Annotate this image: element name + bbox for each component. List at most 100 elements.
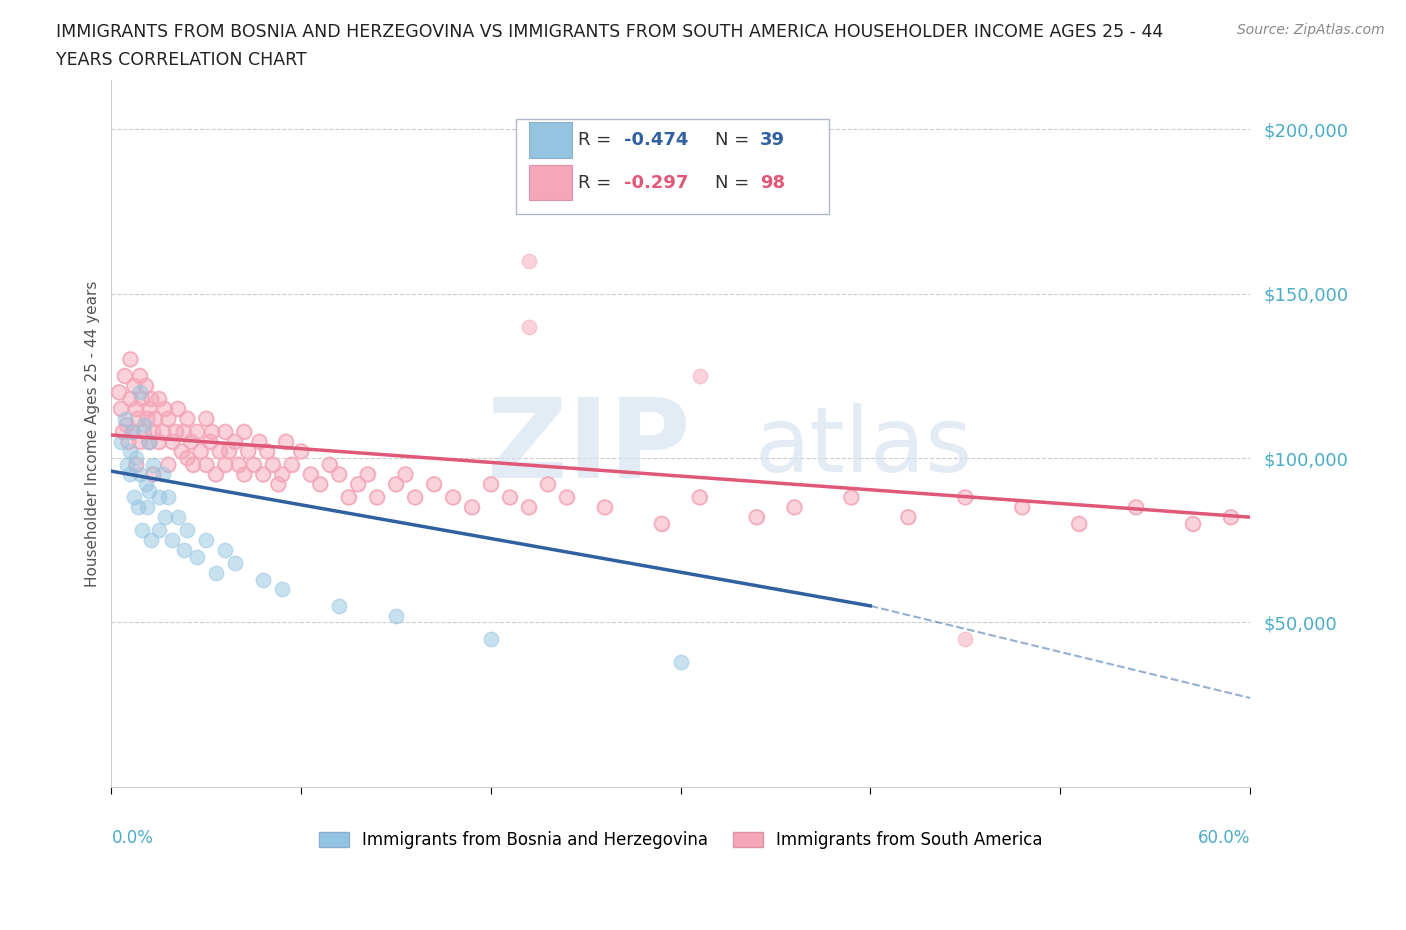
Point bbox=[148, 490, 170, 505]
Point bbox=[689, 368, 711, 383]
Point bbox=[127, 411, 149, 426]
Point bbox=[309, 477, 332, 492]
Point bbox=[132, 424, 155, 439]
Point bbox=[152, 424, 174, 439]
Point bbox=[1011, 499, 1033, 514]
Point bbox=[190, 444, 212, 458]
Point bbox=[593, 499, 616, 514]
Point bbox=[166, 401, 188, 416]
Point bbox=[271, 467, 294, 482]
Point bbox=[120, 467, 142, 482]
Point bbox=[252, 467, 274, 482]
Point bbox=[125, 401, 148, 416]
Point bbox=[173, 424, 195, 439]
Point bbox=[128, 467, 150, 482]
Point bbox=[385, 477, 408, 492]
Point bbox=[224, 434, 246, 449]
Point bbox=[142, 458, 165, 472]
Point bbox=[328, 467, 350, 482]
Point bbox=[160, 434, 183, 449]
Point bbox=[228, 458, 250, 472]
Point bbox=[394, 467, 416, 482]
Point bbox=[280, 458, 302, 472]
Point bbox=[138, 401, 160, 416]
Point bbox=[117, 434, 139, 449]
Point bbox=[385, 477, 408, 492]
Point bbox=[1181, 516, 1204, 531]
Point bbox=[669, 655, 692, 670]
Point bbox=[247, 434, 270, 449]
Point bbox=[441, 490, 464, 505]
Point bbox=[897, 510, 920, 525]
Point bbox=[195, 458, 218, 472]
Point bbox=[121, 424, 143, 439]
Point bbox=[242, 458, 264, 472]
Point bbox=[148, 523, 170, 538]
Point bbox=[115, 418, 138, 432]
Point bbox=[195, 411, 218, 426]
Point bbox=[152, 424, 174, 439]
Point bbox=[157, 458, 180, 472]
Point bbox=[517, 499, 540, 514]
Point bbox=[441, 490, 464, 505]
Point bbox=[108, 385, 131, 400]
Point bbox=[499, 490, 522, 505]
Point bbox=[153, 401, 176, 416]
Point bbox=[783, 499, 806, 514]
Point bbox=[208, 444, 231, 458]
Text: -0.297: -0.297 bbox=[624, 174, 688, 192]
Point bbox=[233, 424, 256, 439]
Point bbox=[356, 467, 378, 482]
Point bbox=[233, 424, 256, 439]
Text: IMMIGRANTS FROM BOSNIA AND HERZEGOVINA VS IMMIGRANTS FROM SOUTH AMERICA HOUSEHOL: IMMIGRANTS FROM BOSNIA AND HERZEGOVINA V… bbox=[56, 23, 1164, 41]
Point bbox=[204, 467, 226, 482]
Point bbox=[1181, 516, 1204, 531]
Point bbox=[1067, 516, 1090, 531]
Point bbox=[138, 434, 160, 449]
Point bbox=[138, 434, 160, 449]
Text: YEARS CORRELATION CHART: YEARS CORRELATION CHART bbox=[56, 51, 307, 69]
Point bbox=[537, 477, 560, 492]
Point bbox=[176, 450, 198, 465]
Point bbox=[135, 477, 157, 492]
Point bbox=[176, 523, 198, 538]
Point bbox=[953, 631, 976, 646]
Point bbox=[214, 424, 236, 439]
Point bbox=[252, 572, 274, 587]
Point bbox=[1219, 510, 1241, 525]
Point bbox=[517, 253, 540, 268]
Point bbox=[745, 510, 768, 525]
Point bbox=[114, 411, 136, 426]
Point bbox=[148, 434, 170, 449]
Point bbox=[651, 516, 673, 531]
Point bbox=[127, 411, 149, 426]
Point bbox=[461, 499, 484, 514]
Point bbox=[204, 565, 226, 580]
Point bbox=[108, 385, 131, 400]
Point bbox=[135, 379, 157, 393]
Point bbox=[555, 490, 578, 505]
Point bbox=[122, 379, 145, 393]
Point bbox=[236, 444, 259, 458]
Point bbox=[953, 490, 976, 505]
Point bbox=[180, 434, 202, 449]
Point bbox=[121, 424, 143, 439]
Point bbox=[120, 392, 142, 406]
Point bbox=[224, 556, 246, 571]
Point bbox=[115, 458, 138, 472]
Point bbox=[1125, 499, 1147, 514]
Point bbox=[299, 467, 322, 482]
Point bbox=[198, 434, 221, 449]
Point bbox=[204, 467, 226, 482]
Point bbox=[128, 368, 150, 383]
Point bbox=[224, 434, 246, 449]
Point bbox=[366, 490, 388, 505]
Point bbox=[153, 401, 176, 416]
Point bbox=[138, 401, 160, 416]
Point bbox=[117, 434, 139, 449]
Point bbox=[190, 444, 212, 458]
Point bbox=[157, 458, 180, 472]
Text: ZIP: ZIP bbox=[486, 394, 690, 501]
Point bbox=[132, 424, 155, 439]
FancyBboxPatch shape bbox=[516, 119, 828, 214]
